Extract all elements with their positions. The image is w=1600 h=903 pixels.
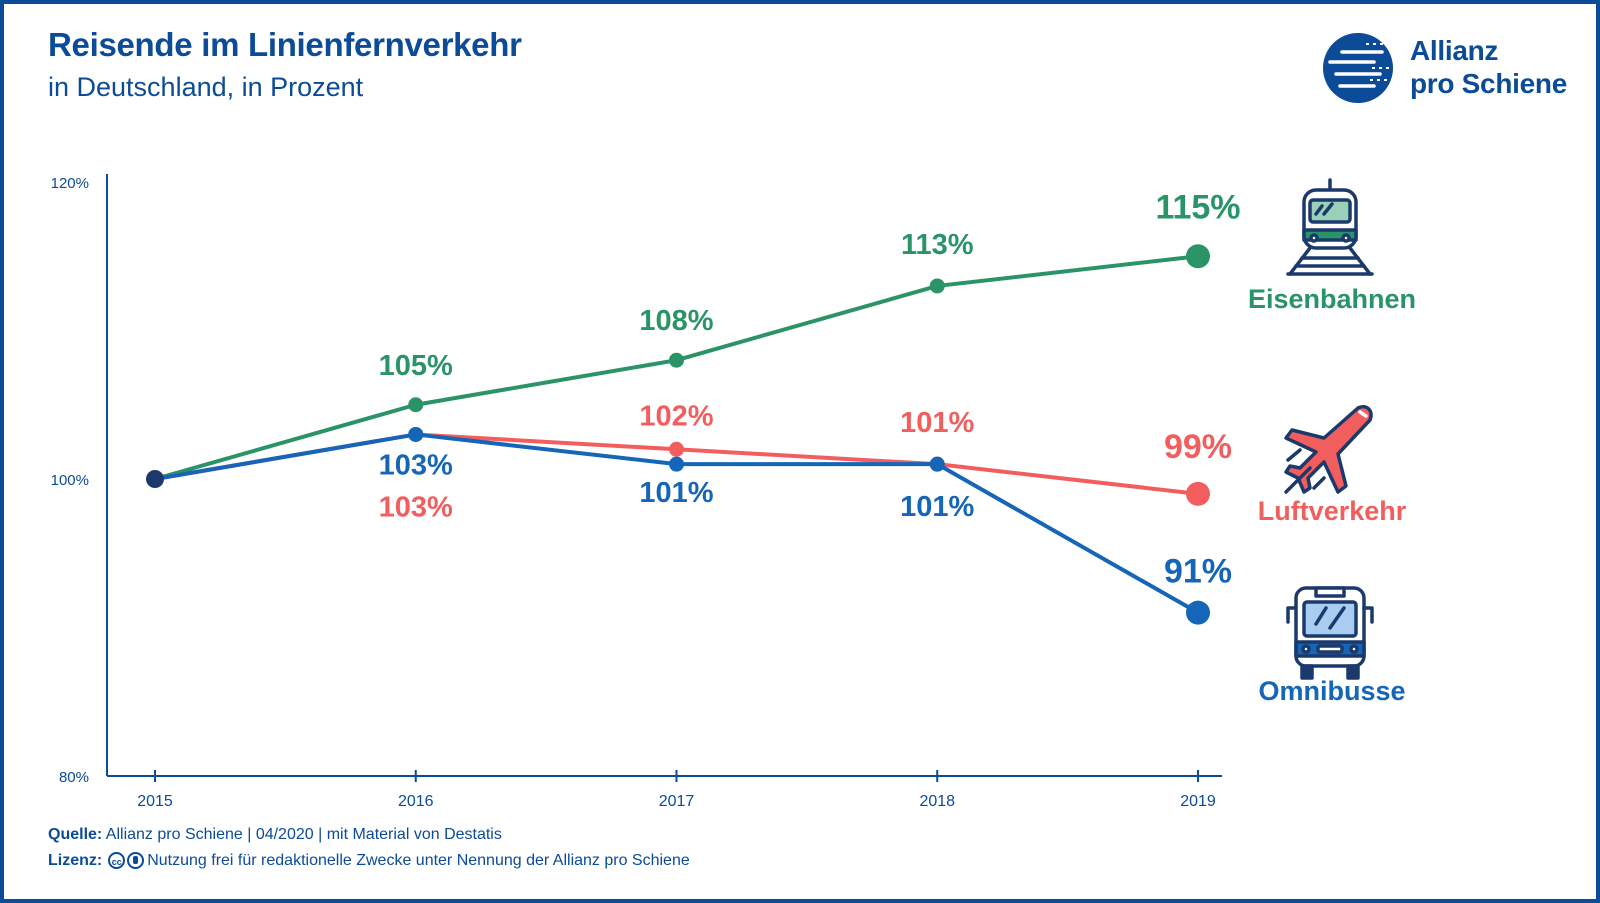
- data-point-bus: [669, 456, 684, 472]
- y-tick-label: 100%: [51, 472, 89, 489]
- data-point-air: [1186, 481, 1210, 506]
- data-label-rail: 113%: [901, 229, 974, 261]
- license-label: Lizenz:: [48, 852, 103, 869]
- train-icon: [1286, 178, 1374, 276]
- data-point-bus: [408, 426, 424, 442]
- data-label-rail: 115%: [1155, 188, 1240, 226]
- logo-line-1: Allianz: [1410, 35, 1499, 66]
- legend-label-bus: Omnibusse: [1258, 676, 1406, 706]
- chart-subtitle: in Deutschland, in Prozent: [48, 72, 364, 102]
- x-tick-label: 2018: [919, 793, 955, 810]
- x-tick-label: 2017: [659, 793, 695, 810]
- brand-logo: Allianz pro Schiene: [1322, 30, 1572, 110]
- logo-line-2: pro Schiene: [1410, 68, 1567, 99]
- data-label-bus: 101%: [900, 491, 974, 523]
- data-label-bus: 101%: [639, 477, 713, 509]
- data-label-bus: 91%: [1164, 553, 1232, 591]
- license-text: Nutzung frei für redaktionelle Zwecke un…: [147, 852, 690, 869]
- x-tick-label: 2019: [1180, 793, 1216, 810]
- source-note: Quelle: Allianz pro Schiene | 04/2020 | …: [48, 826, 502, 844]
- data-label-rail: 105%: [379, 350, 453, 382]
- x-tick-label: 2015: [137, 793, 173, 810]
- data-point-rail: [929, 278, 945, 294]
- by-attribution-icon: [127, 852, 145, 870]
- chart-title: Reisende im Linienfernverkehr: [48, 26, 522, 63]
- x-tick-label: 2016: [398, 793, 434, 810]
- y-tick-label: 120%: [51, 175, 89, 192]
- data-label-bus: 103%: [379, 449, 453, 481]
- bus-icon: [1286, 586, 1374, 680]
- legend-label-rail: Eisenbahnen: [1247, 284, 1417, 314]
- airplane-icon: [1284, 405, 1373, 494]
- source-label: Quelle:: [48, 826, 103, 843]
- license-note: Lizenz: cc Nutzung frei für redaktionelle …: [48, 852, 690, 870]
- y-tick-label: 80%: [59, 769, 89, 786]
- logo-icon: [1323, 33, 1400, 103]
- data-point-start: [146, 470, 164, 488]
- data-label-air: 102%: [639, 400, 713, 432]
- data-point-rail: [408, 397, 424, 413]
- data-point-bus: [1186, 600, 1210, 625]
- cc-icon: cc: [108, 852, 126, 870]
- legend-label-air: Luftverkehr: [1257, 496, 1407, 526]
- data-point-rail: [1186, 244, 1210, 269]
- data-point-rail: [669, 352, 684, 368]
- data-point-bus: [929, 456, 945, 472]
- data-label-air: 99%: [1164, 428, 1232, 466]
- data-label-air: 103%: [379, 491, 453, 523]
- data-point-air: [669, 441, 684, 457]
- data-label-air: 101%: [900, 407, 974, 439]
- logo-text: Allianz pro Schiene: [1410, 34, 1567, 100]
- source-text: Allianz pro Schiene | 04/2020 | mit Mate…: [105, 826, 502, 843]
- data-label-rail: 108%: [639, 305, 713, 337]
